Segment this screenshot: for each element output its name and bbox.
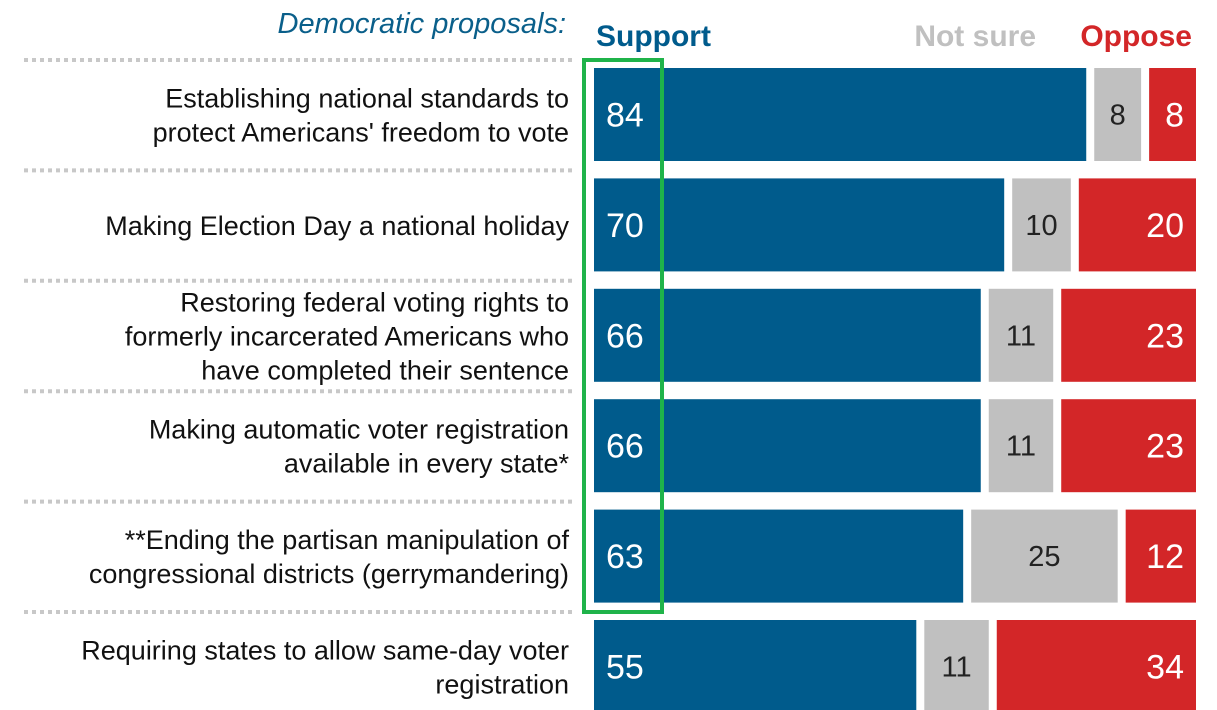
category-label: Establishing national standards to: [165, 84, 569, 114]
value-label-support: 70: [606, 207, 644, 245]
bar-oppose: [1125, 509, 1196, 603]
value-label-support: 55: [606, 649, 644, 687]
bar-not-sure: [924, 620, 989, 710]
value-label-oppose: 34: [1146, 649, 1184, 687]
category-label: available in every state*: [284, 449, 570, 479]
bar-support: [594, 178, 1005, 272]
value-label-not-sure: 8: [1110, 100, 1126, 132]
value-label-not-sure: 11: [941, 652, 971, 684]
bar-oppose: [1061, 288, 1196, 382]
value-label-not-sure: 10: [1025, 210, 1057, 242]
value-label-support: 66: [606, 317, 644, 355]
bar-not-sure: [971, 509, 1118, 603]
category-label: Making Election Day a national holiday: [105, 211, 569, 241]
category-label: have completed their sentence: [201, 355, 569, 385]
support-highlight-box: [582, 58, 664, 614]
bar-oppose: [1078, 178, 1196, 272]
bar-not-sure: [988, 399, 1054, 493]
category-label: Making automatic voter registration: [149, 415, 569, 445]
value-label-support: 84: [606, 97, 644, 135]
category-label: registration: [435, 670, 569, 700]
legend-not-sure: Not sure: [914, 20, 1036, 53]
bar-not-sure: [988, 288, 1054, 382]
value-label-oppose: 23: [1146, 317, 1184, 355]
category-label: protect Americans' freedom to vote: [153, 118, 569, 148]
value-label-oppose: 12: [1146, 538, 1184, 576]
value-label-not-sure: 11: [1006, 320, 1036, 352]
category-label: congressional districts (gerrymandering): [89, 559, 569, 589]
bar-oppose: [1149, 68, 1196, 161]
bar-support: [594, 399, 981, 493]
bar-oppose: [996, 620, 1196, 710]
bar-oppose: [1061, 399, 1196, 493]
bar-support: [594, 288, 981, 382]
category-label: Requiring states to allow same-day voter: [81, 636, 569, 666]
category-label: **Ending the partisan manipulation of: [125, 525, 570, 555]
category-label: formerly incarcerated Americans who: [125, 321, 569, 351]
value-label-support: 66: [606, 428, 644, 466]
value-label-oppose: 23: [1146, 428, 1184, 466]
bar-not-sure: [1012, 178, 1071, 272]
bar-support: [594, 620, 917, 710]
bar-support: [594, 509, 964, 603]
value-label-oppose: 8: [1165, 97, 1184, 135]
legend-oppose: Oppose: [1080, 20, 1192, 53]
category-label: Restoring federal voting rights to: [180, 287, 569, 317]
chart-title: Democratic proposals:: [278, 8, 567, 40]
value-label-not-sure: 11: [1006, 431, 1036, 463]
value-label-oppose: 20: [1146, 207, 1184, 245]
bar-not-sure: [1094, 68, 1142, 161]
value-label-not-sure: 25: [1028, 541, 1060, 573]
value-label-support: 63: [606, 538, 644, 576]
bar-support: [594, 68, 1087, 161]
legend-support: Support: [596, 20, 711, 53]
